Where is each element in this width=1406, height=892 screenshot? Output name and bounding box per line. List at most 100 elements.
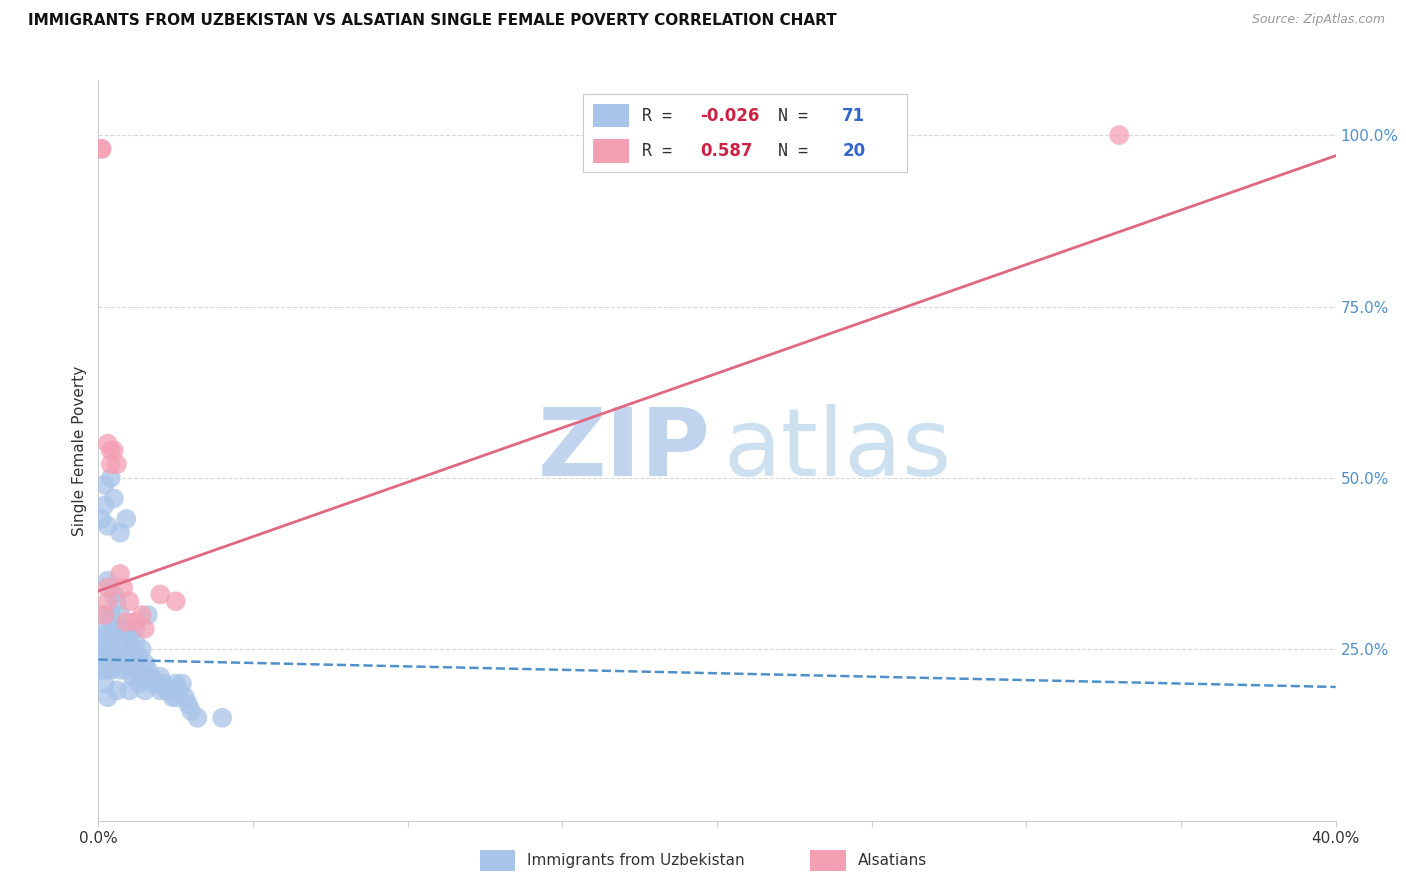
Text: ZIP: ZIP	[538, 404, 711, 497]
Point	[121, 670, 143, 684]
Point	[170, 676, 193, 690]
Point	[155, 683, 177, 698]
Point	[152, 676, 174, 690]
Point	[93, 498, 115, 512]
Point	[108, 607, 131, 622]
Point	[100, 457, 122, 471]
Text: R =: R =	[641, 142, 692, 160]
Point	[105, 683, 128, 698]
Point	[97, 642, 120, 657]
Point	[165, 594, 187, 608]
Point	[177, 697, 200, 711]
Point	[103, 443, 125, 458]
Point	[90, 635, 112, 649]
Point	[105, 457, 128, 471]
Text: N =: N =	[778, 107, 817, 125]
Point	[118, 656, 141, 670]
Point	[134, 656, 156, 670]
Point	[211, 711, 233, 725]
Point	[121, 642, 143, 657]
Point	[103, 622, 125, 636]
Point	[136, 607, 159, 622]
Text: 0.587: 0.587	[700, 142, 752, 160]
Text: Alsatians: Alsatians	[858, 854, 927, 868]
Point	[93, 607, 115, 622]
Text: 71: 71	[842, 107, 865, 125]
Point	[97, 436, 120, 450]
Point	[165, 690, 187, 705]
Point	[105, 622, 128, 636]
Point	[100, 635, 122, 649]
FancyBboxPatch shape	[479, 850, 516, 871]
Point	[149, 683, 172, 698]
Point	[143, 676, 166, 690]
Point	[124, 622, 146, 636]
FancyBboxPatch shape	[810, 850, 846, 871]
Point	[149, 670, 172, 684]
Point	[90, 512, 112, 526]
Point	[112, 581, 135, 595]
Point	[165, 676, 187, 690]
Text: 20: 20	[842, 142, 865, 160]
Point	[118, 629, 141, 643]
Point	[97, 519, 120, 533]
Point	[115, 663, 138, 677]
Point	[112, 622, 135, 636]
Point	[108, 566, 131, 581]
Point	[97, 581, 120, 595]
Point	[1108, 128, 1130, 142]
Point	[100, 607, 122, 622]
Point	[124, 615, 146, 629]
Text: IMMIGRANTS FROM UZBEKISTAN VS ALSATIAN SINGLE FEMALE POVERTY CORRELATION CHART: IMMIGRANTS FROM UZBEKISTAN VS ALSATIAN S…	[28, 13, 837, 29]
Point	[93, 607, 115, 622]
Point	[167, 683, 190, 698]
Point	[93, 477, 115, 491]
Point	[97, 574, 120, 588]
Point	[149, 587, 172, 601]
Point	[93, 629, 115, 643]
Point	[93, 676, 115, 690]
FancyBboxPatch shape	[593, 139, 628, 162]
Point	[128, 676, 150, 690]
Point	[103, 656, 125, 670]
Point	[112, 649, 135, 664]
Point	[90, 142, 112, 156]
Point	[131, 607, 153, 622]
Point	[131, 670, 153, 684]
Point	[100, 471, 122, 485]
Point	[97, 594, 120, 608]
Point	[136, 663, 159, 677]
Point	[100, 443, 122, 458]
Point	[146, 676, 169, 690]
Text: N =: N =	[778, 142, 817, 160]
Point	[103, 491, 125, 506]
Point	[93, 649, 115, 664]
Point	[115, 512, 138, 526]
Text: -0.026: -0.026	[700, 107, 759, 125]
Point	[118, 683, 141, 698]
Point	[118, 594, 141, 608]
Point	[90, 649, 112, 664]
Point	[100, 663, 122, 677]
Point	[103, 587, 125, 601]
Point	[115, 615, 138, 629]
Text: Source: ZipAtlas.com: Source: ZipAtlas.com	[1251, 13, 1385, 27]
Point	[134, 683, 156, 698]
Point	[90, 142, 112, 156]
Point	[108, 635, 131, 649]
Point	[134, 622, 156, 636]
Point	[97, 690, 120, 705]
Text: Immigrants from Uzbekistan: Immigrants from Uzbekistan	[527, 854, 745, 868]
Point	[162, 690, 184, 705]
Point	[139, 670, 162, 684]
Point	[105, 594, 128, 608]
Text: R =: R =	[641, 107, 682, 125]
Point	[128, 649, 150, 664]
Point	[115, 635, 138, 649]
Text: atlas: atlas	[723, 404, 952, 497]
Point	[90, 663, 112, 677]
Point	[108, 525, 131, 540]
Point	[105, 649, 128, 664]
Point	[186, 711, 208, 725]
FancyBboxPatch shape	[593, 103, 628, 128]
